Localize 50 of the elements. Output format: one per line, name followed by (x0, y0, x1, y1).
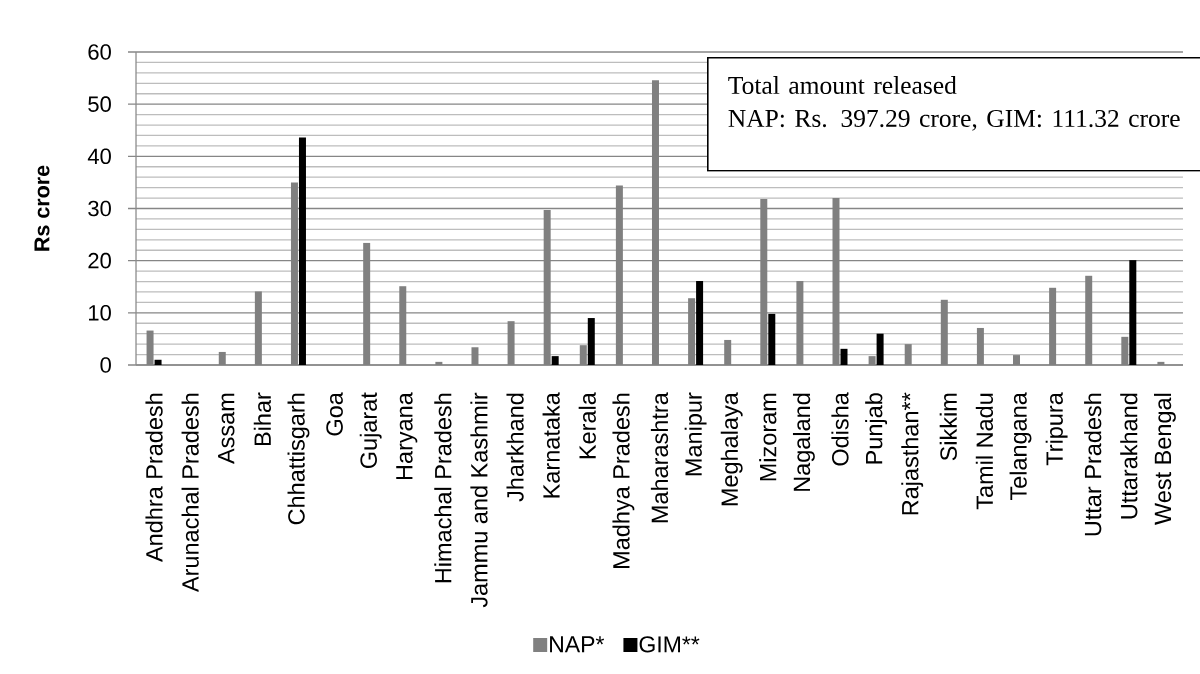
bar (551, 356, 559, 365)
x-tick-label: Tamil Nadu (975, 393, 994, 510)
y-tick-label: 20 (88, 252, 111, 269)
x-tick-label: Mizoram (759, 393, 777, 481)
x-tick-label: Meghalaya (720, 392, 743, 506)
annotation: NAP: Rs. 397.29 crore, GIM: 111.32 crore (728, 109, 1180, 131)
x-tick-label: Andhra Pradesh (145, 393, 163, 562)
x-tick-label: Punjab (865, 393, 888, 464)
bar (1129, 260, 1137, 365)
x-tick-label: Kerala (578, 392, 596, 459)
x-tick-label: Haryana (396, 392, 418, 480)
y-tick-label: 60 (88, 44, 111, 60)
bar (154, 359, 162, 365)
legend-label: NAP* (550, 636, 605, 653)
x-tick-label: Arunachal Pradesh (181, 393, 199, 593)
y-tick-label: 50 (88, 96, 111, 112)
bar (587, 318, 595, 365)
x-tick-label: Maharashtra (650, 392, 669, 523)
y-tick-label: 40 (87, 148, 111, 165)
bar (768, 313, 776, 365)
bar (840, 348, 848, 365)
y-tick-label: 30 (88, 200, 111, 217)
bar (696, 281, 704, 365)
x-tick-label: Uttar Pradesh (1084, 393, 1102, 536)
legend-label: GIM** (639, 636, 700, 653)
x-tick-label: Karnataka (542, 392, 560, 498)
x-tick-label: Gujarat (359, 392, 382, 469)
x-tick-label: Jharkhand (506, 393, 524, 502)
x-tick-label: Jammu and Kashmir (470, 392, 488, 608)
x-tick-label: Tripura (1045, 392, 1068, 466)
x-tick-label: Goa (326, 392, 343, 436)
y-tick-label: 10 (89, 305, 111, 321)
y-axis-title: Rs crore (34, 165, 50, 251)
x-tick-label: Assam (218, 393, 235, 464)
x-tick-label: Odisha (831, 392, 849, 466)
x-tick-label: Nagaland (792, 393, 815, 491)
x-tick-label: Himachal Pradesh (434, 393, 452, 583)
x-tick-label: Telangana (1009, 392, 1032, 501)
x-tick-label: Manipur (684, 392, 707, 476)
x-tick-label: Rajasthan** (901, 392, 924, 515)
annotation: Total amount released (728, 76, 957, 95)
x-tick-label: Uttarakhand (1120, 393, 1138, 519)
x-tick-label: Chhattisgarh (287, 393, 310, 525)
bar (298, 137, 306, 365)
x-tick-label: West Bengal (1153, 393, 1176, 525)
x-tick-label: Sikkim (939, 393, 957, 461)
y-tick-label: 0 (100, 357, 111, 373)
bar (876, 333, 884, 365)
x-tick-label: Bihar (253, 392, 271, 446)
x-tick-label: Madhya Pradesh (612, 393, 635, 568)
